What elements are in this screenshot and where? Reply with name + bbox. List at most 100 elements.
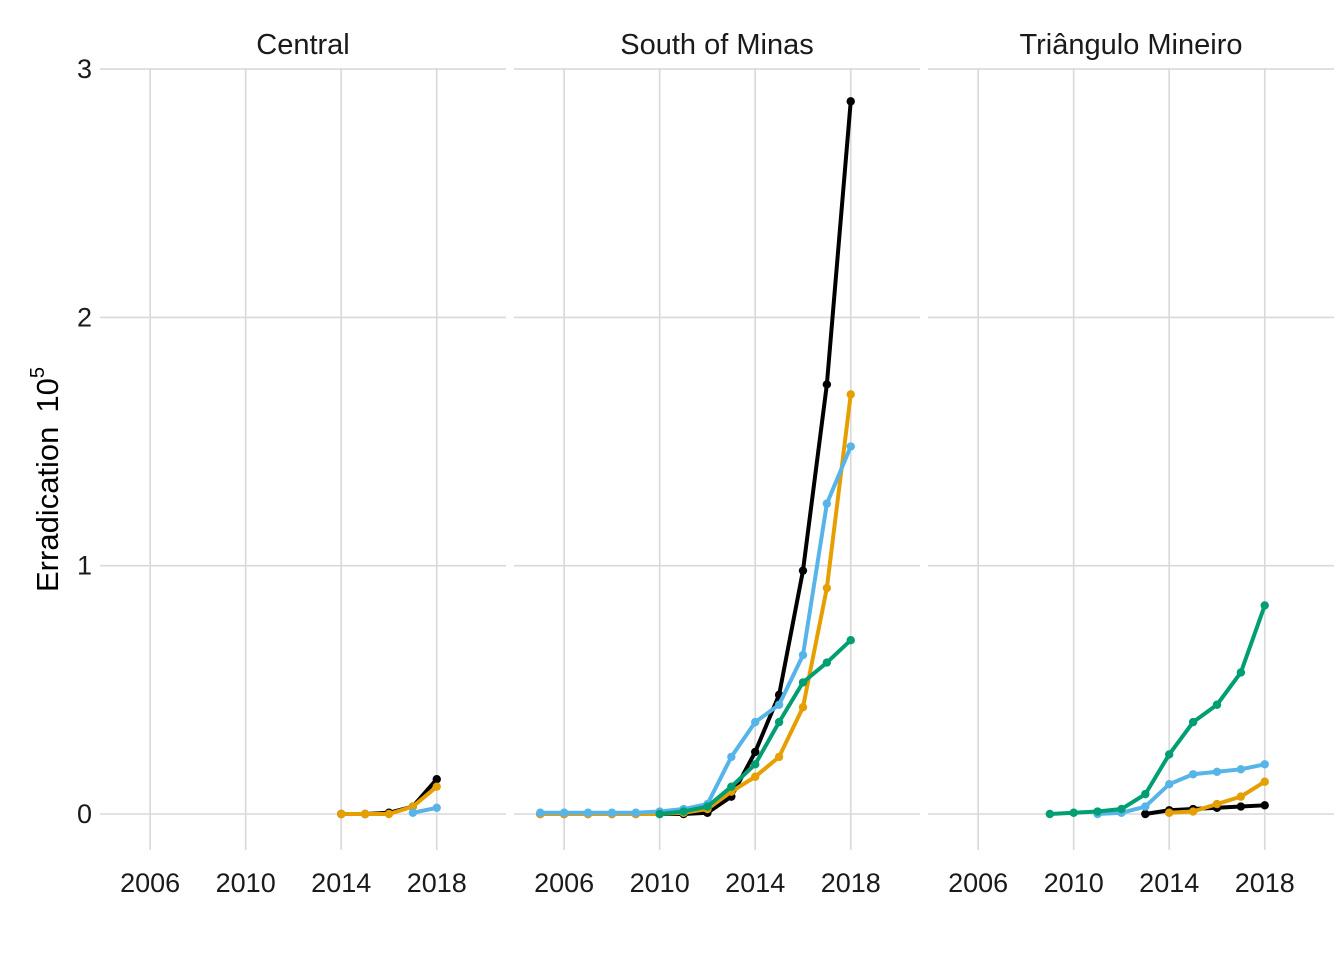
facet-panel: Triângulo Mineiro 2006 2010 2014 2018 — [928, 29, 1334, 898]
data-point — [1236, 792, 1246, 801]
x-tick-label: 2014 — [311, 868, 371, 898]
data-point — [751, 717, 760, 727]
data-point — [607, 808, 617, 817]
y-tick-label: 0 — [77, 799, 92, 829]
data-point — [1093, 807, 1102, 816]
data-point — [360, 809, 370, 819]
data-series — [655, 635, 855, 819]
data-point — [559, 808, 569, 817]
x-tick-label: 2006 — [534, 868, 594, 898]
data-point — [1260, 760, 1269, 769]
y-axis-label-exponent: 5 — [27, 367, 49, 378]
x-tick-label: 2018 — [407, 868, 467, 898]
data-point — [631, 808, 640, 817]
data-point — [432, 803, 441, 812]
y-tick-label: 3 — [77, 54, 92, 84]
data-point — [822, 583, 832, 593]
data-point — [846, 97, 855, 106]
facet-title: Triângulo Mineiro — [1020, 29, 1243, 61]
data-series — [536, 442, 855, 817]
x-tick-label: 2010 — [216, 868, 276, 898]
data-point — [1188, 717, 1198, 727]
data-point — [1260, 801, 1269, 810]
data-point — [798, 566, 808, 575]
data-point — [1260, 777, 1269, 786]
data-point — [1165, 780, 1174, 789]
series-line — [1047, 603, 1267, 816]
data-point — [1069, 808, 1078, 817]
data-point — [384, 809, 394, 819]
data-point — [751, 772, 760, 781]
x-tick-label: 2006 — [948, 868, 1008, 898]
y-axis-title: Erradication 105 — [27, 367, 65, 592]
data-point — [1236, 765, 1246, 774]
data-series — [337, 782, 441, 819]
data-point — [751, 747, 760, 757]
data-point — [1188, 770, 1198, 779]
data-point — [1236, 668, 1246, 677]
data-point — [337, 809, 346, 819]
data-point — [408, 808, 418, 817]
x-tick-label: 2010 — [1044, 868, 1104, 898]
data-point — [1141, 809, 1150, 819]
data-point — [798, 703, 808, 712]
y-axis-label: Erradication 105 — [27, 367, 65, 592]
facet-title: South of Minas — [620, 29, 813, 61]
data-series — [536, 97, 855, 819]
data-point — [846, 442, 855, 451]
data-point — [583, 808, 593, 817]
data-point — [1045, 809, 1055, 819]
series-line — [538, 444, 853, 815]
data-point — [822, 499, 832, 508]
facet-panel: South of Minas 2006 2010 2014 2018 — [514, 29, 920, 898]
data-point — [727, 752, 736, 762]
data-point — [1188, 807, 1198, 816]
data-series — [1045, 601, 1269, 819]
data-point — [679, 807, 688, 816]
data-point — [822, 658, 832, 667]
y-tick-labels: 0 1 2 3 — [77, 54, 92, 829]
data-point — [774, 700, 784, 709]
y-tick-label: 2 — [77, 302, 92, 332]
y-tick-label: 1 — [77, 551, 92, 581]
data-point — [432, 782, 441, 791]
data-point — [1117, 804, 1126, 814]
facet-panels: Central 2006 2010 2014 2018 South of Minas 200… — [100, 29, 1334, 898]
data-point — [536, 808, 545, 817]
y-axis-label-power: 10 — [30, 378, 65, 412]
facet-title: Central — [256, 29, 350, 61]
data-point — [1165, 808, 1174, 817]
data-point — [846, 390, 855, 399]
data-point — [774, 717, 784, 727]
data-point — [432, 775, 441, 784]
data-point — [846, 635, 855, 645]
data-point — [798, 650, 808, 660]
data-series — [536, 390, 855, 819]
data-point — [1236, 802, 1246, 811]
x-tick-label: 2014 — [725, 868, 785, 898]
x-tick-label: 2006 — [120, 868, 180, 898]
data-point — [1165, 750, 1174, 759]
data-series — [408, 803, 441, 817]
data-point — [822, 380, 832, 389]
data-point — [703, 802, 712, 811]
data-series — [1165, 777, 1269, 817]
data-point — [774, 752, 784, 762]
data-point — [727, 782, 736, 791]
data-point — [1141, 802, 1150, 811]
data-point — [655, 809, 664, 819]
data-point — [751, 760, 760, 769]
facet-panel: Central 2006 2010 2014 2018 — [100, 29, 506, 898]
data-point — [1212, 700, 1222, 709]
data-point — [1212, 767, 1222, 776]
data-series — [1093, 760, 1269, 819]
data-point — [408, 802, 418, 811]
data-point — [1141, 789, 1150, 799]
data-point — [1212, 799, 1222, 809]
data-point — [1260, 601, 1269, 610]
x-tick-label: 2018 — [1235, 868, 1295, 898]
series-line — [538, 392, 853, 816]
data-point — [798, 678, 808, 687]
y-axis-label-text: Erradication — [30, 427, 65, 592]
